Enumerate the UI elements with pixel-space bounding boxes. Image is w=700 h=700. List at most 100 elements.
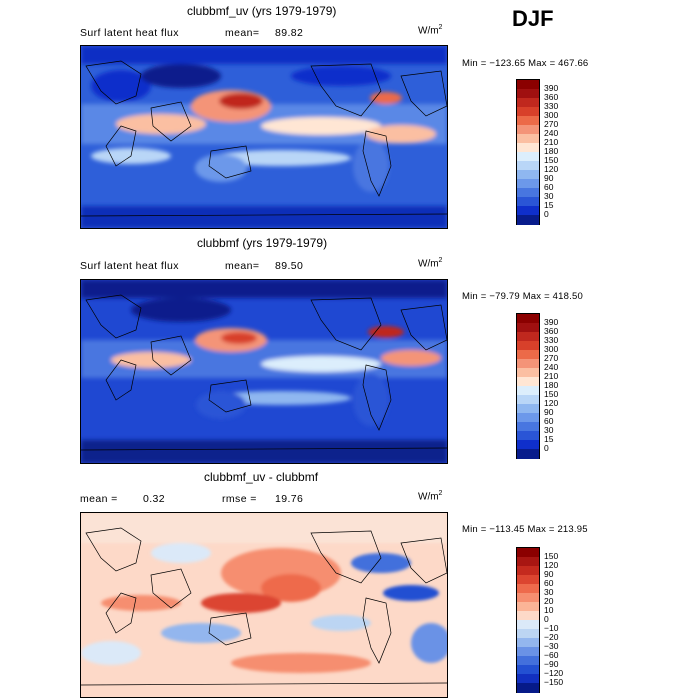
- panel2-colorbar-swatches: [516, 313, 540, 459]
- colorbar-label: 300: [544, 344, 559, 354]
- colorbar-swatch: [517, 602, 539, 612]
- colorbar-swatch: [517, 422, 539, 432]
- colorbar-label: 30: [544, 191, 554, 201]
- panel1-map-graphic: [81, 46, 447, 228]
- colorbar-swatch: [517, 188, 539, 198]
- panel1-minmax: Min = −123.65 Max = 467.66: [462, 58, 589, 69]
- colorbar-label: 180: [544, 380, 559, 390]
- panel3-mean-label: mean =: [80, 493, 118, 505]
- colorbar-label: 0: [544, 443, 549, 453]
- panel2-units-exp: 2: [438, 257, 443, 264]
- colorbar-label: 15: [544, 200, 554, 210]
- panel3-mean-value: 0.32: [143, 493, 166, 505]
- colorbar-swatch: [517, 674, 539, 684]
- colorbar-label: 180: [544, 146, 559, 156]
- colorbar-label: 60: [544, 416, 554, 426]
- colorbar-label: 15: [544, 434, 554, 444]
- colorbar-label: 390: [544, 317, 559, 327]
- colorbar-swatch: [517, 107, 539, 117]
- colorbar-swatch: [517, 98, 539, 108]
- panel2-units: W/m2: [418, 257, 442, 269]
- colorbar-label: 0: [544, 209, 549, 219]
- colorbar-swatch: [517, 152, 539, 162]
- panel2-map: [80, 279, 448, 464]
- colorbar-swatch: [517, 125, 539, 135]
- colorbar-label: 150: [544, 155, 559, 165]
- colorbar-label: 270: [544, 353, 559, 363]
- colorbar-swatch: [517, 629, 539, 639]
- panel1-units: W/m2: [418, 24, 442, 36]
- panel3-rmse-label: rmse =: [222, 493, 257, 505]
- colorbar-label: 20: [544, 596, 554, 606]
- colorbar-swatch: [517, 323, 539, 333]
- colorbar-swatch: [517, 332, 539, 342]
- colorbar-swatch: [517, 620, 539, 630]
- colorbar-label: 210: [544, 371, 559, 381]
- panel2-map-graphic: [81, 280, 447, 463]
- colorbar-swatch: [517, 593, 539, 603]
- panel3-units-exp: 2: [438, 490, 443, 497]
- colorbar-swatch: [517, 134, 539, 144]
- colorbar-swatch: [517, 665, 539, 675]
- colorbar-swatch: [517, 215, 539, 225]
- panel3-map-graphic: [81, 513, 447, 697]
- panel1-mean-label: mean=: [225, 27, 260, 39]
- colorbar-label: −150: [544, 677, 564, 687]
- colorbar-label: 360: [544, 92, 559, 102]
- panel3-title: clubbmf_uv - clubbmf: [204, 470, 319, 484]
- colorbar-label: −30: [544, 641, 559, 651]
- panel3-units: W/m2: [418, 490, 442, 502]
- panel2-variable-label: Surf latent heat flux: [80, 260, 179, 272]
- colorbar-swatch: [517, 350, 539, 360]
- colorbar-label: 60: [544, 182, 554, 192]
- panel2-minmax: Min = −79.79 Max = 418.50: [462, 291, 583, 302]
- panel1-map: [80, 45, 448, 229]
- panel3-colorbar-swatches: [516, 547, 540, 693]
- colorbar-label: −120: [544, 668, 564, 678]
- colorbar-label: 210: [544, 137, 559, 147]
- panel3-units-base: W/m: [418, 491, 439, 503]
- colorbar-swatch: [517, 395, 539, 405]
- panel1-title: clubbmf_uv (yrs 1979-1979): [187, 4, 337, 18]
- colorbar-swatch: [517, 80, 539, 90]
- colorbar-label: 330: [544, 335, 559, 345]
- colorbar-swatch: [517, 575, 539, 585]
- colorbar-label: 90: [544, 173, 554, 183]
- colorbar-swatch: [517, 413, 539, 423]
- colorbar-swatch: [517, 584, 539, 594]
- colorbar-swatch: [517, 548, 539, 558]
- colorbar-swatch: [517, 161, 539, 171]
- panel3-map: [80, 512, 448, 698]
- colorbar-swatch: [517, 647, 539, 657]
- colorbar-swatch: [517, 431, 539, 441]
- colorbar-label: 270: [544, 119, 559, 129]
- colorbar-label: 240: [544, 128, 559, 138]
- colorbar-swatch: [517, 359, 539, 369]
- panel1-units-base: W/m: [418, 25, 439, 37]
- colorbar-swatch: [517, 611, 539, 621]
- colorbar-label: 300: [544, 110, 559, 120]
- season-label: DJF: [512, 6, 554, 31]
- colorbar-label: 30: [544, 425, 554, 435]
- panel2-units-base: W/m: [418, 258, 439, 270]
- colorbar-label: 360: [544, 326, 559, 336]
- colorbar-swatch: [517, 557, 539, 567]
- panel2-title: clubbmf (yrs 1979-1979): [197, 236, 328, 250]
- colorbar-swatch: [517, 341, 539, 351]
- colorbar-swatch: [517, 206, 539, 216]
- colorbar-swatch: [517, 197, 539, 207]
- colorbar-label: 90: [544, 569, 554, 579]
- colorbar-swatch: [517, 656, 539, 666]
- colorbar-swatch: [517, 170, 539, 180]
- colorbar-label: 60: [544, 578, 554, 588]
- panel1-colorbar-swatches: [516, 79, 540, 225]
- colorbar-label: −90: [544, 659, 559, 669]
- colorbar-label: 30: [544, 587, 554, 597]
- colorbar-swatch: [517, 89, 539, 99]
- colorbar-label: −10: [544, 623, 559, 633]
- colorbar-swatch: [517, 683, 539, 693]
- colorbar-label: 10: [544, 605, 554, 615]
- colorbar-swatch: [517, 449, 539, 459]
- colorbar-swatch: [517, 143, 539, 153]
- colorbar-swatch: [517, 116, 539, 126]
